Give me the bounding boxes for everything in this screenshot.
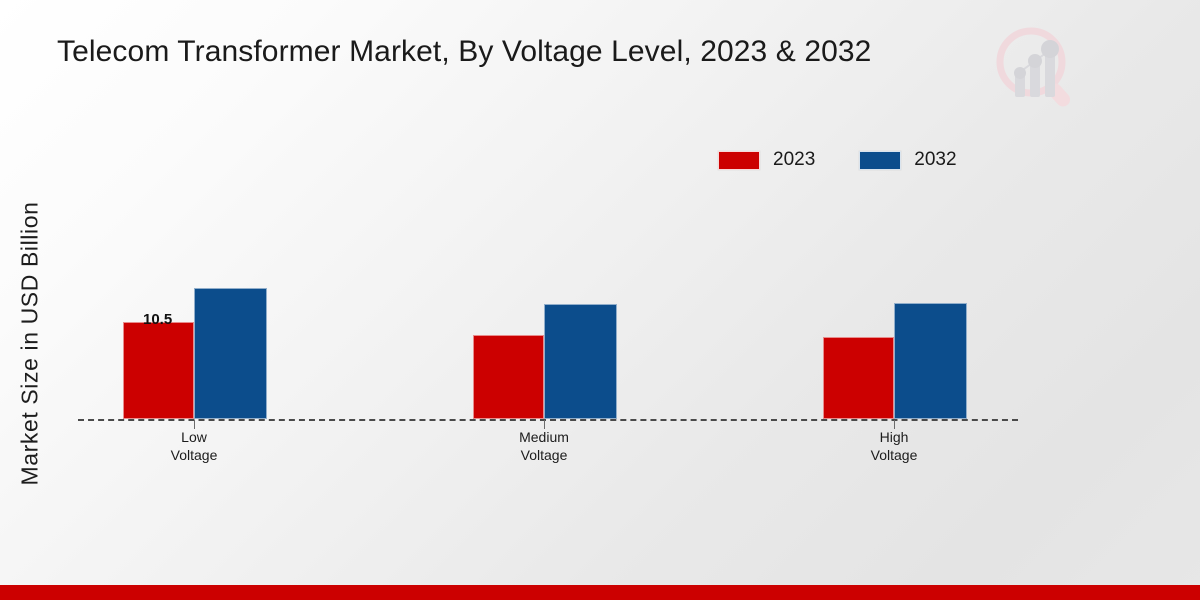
legend-item-2023[interactable]: 2023	[718, 149, 815, 171]
category-label-medium-voltage-line2: Voltage	[520, 447, 568, 463]
value-label-low-voltage-2023: 10.5	[143, 311, 173, 328]
category-label-low-voltage-line1: Low	[181, 429, 207, 445]
axis-tick-low-voltage	[194, 420, 195, 429]
category-label-medium-voltage-line1: Medium	[519, 429, 569, 445]
legend-label-2032: 2032	[914, 149, 957, 170]
chart-title: Telecom Transformer Market, By Voltage L…	[57, 35, 872, 68]
bar-high-voltage-2032[interactable]	[894, 303, 967, 419]
bar-high-voltage-2023[interactable]	[823, 337, 894, 419]
footer-accent-bar	[0, 585, 1200, 600]
category-label-low-voltage-line2: Voltage	[170, 447, 218, 463]
category-label-high-voltage: High Voltage	[814, 428, 974, 464]
legend-swatch-2023	[718, 150, 760, 170]
axis-tick-high-voltage	[894, 420, 895, 429]
category-label-low-voltage: Low Voltage	[114, 428, 274, 464]
legend-swatch-2032	[859, 150, 902, 170]
category-label-high-voltage-line2: Voltage	[870, 447, 918, 463]
legend-item-2032[interactable]: 2032	[859, 149, 957, 171]
bar-low-voltage-2023[interactable]	[123, 322, 194, 419]
legend-label-2023: 2023	[773, 149, 816, 170]
category-label-medium-voltage: Medium Voltage	[464, 428, 624, 464]
bar-medium-voltage-2032[interactable]	[544, 304, 617, 419]
bar-medium-voltage-2023[interactable]	[473, 335, 544, 419]
bar-low-voltage-2032[interactable]	[194, 288, 267, 419]
chart-legend: 2023 2032	[718, 149, 957, 171]
axis-tick-medium-voltage	[544, 420, 545, 429]
category-label-high-voltage-line1: High	[879, 429, 909, 445]
x-axis-baseline	[78, 419, 1018, 421]
